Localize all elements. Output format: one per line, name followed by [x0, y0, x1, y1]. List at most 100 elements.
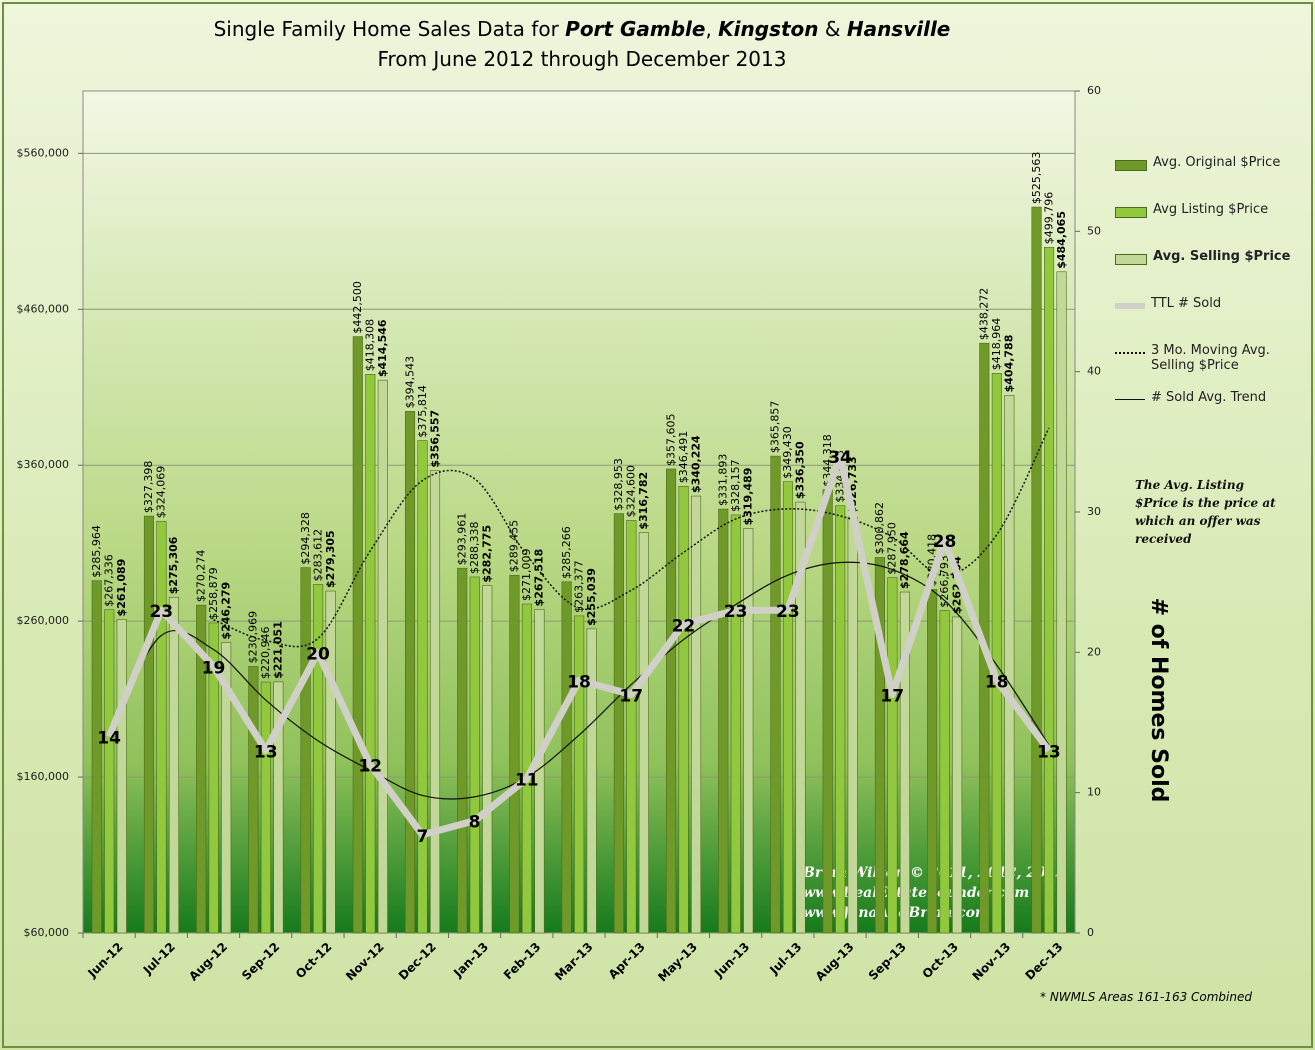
value-label: $279,305	[324, 530, 337, 588]
value-label: $289,455	[508, 520, 521, 573]
value-label: $324,600	[625, 465, 638, 518]
bar	[586, 628, 597, 934]
title-part: Port Gamble	[565, 17, 705, 41]
x-tick-label: Aug-13	[813, 940, 857, 984]
title-part: ,	[705, 17, 718, 41]
y-tick-label: $560,000	[17, 146, 70, 159]
data-label: 22	[672, 616, 696, 636]
value-label: $442,500	[351, 281, 364, 334]
data-label: 17	[619, 686, 643, 706]
value-label: $230,969	[247, 611, 260, 664]
value-label: $258,879	[207, 567, 220, 620]
bar	[260, 681, 271, 934]
value-label: $285,266	[560, 526, 573, 579]
legend-label: TTL # Sold	[1151, 296, 1222, 311]
y-tick-label: $160,000	[17, 770, 70, 783]
value-label: $263,377	[572, 560, 585, 613]
data-label: 14	[97, 729, 121, 749]
data-label: 23	[724, 602, 748, 622]
y2-tick-label: 50	[1087, 224, 1101, 237]
value-label: $499,796	[1042, 192, 1055, 245]
legend-swatch	[1115, 352, 1145, 354]
bar	[691, 495, 702, 934]
title-part: Hansville	[847, 17, 951, 41]
value-label: $418,964	[990, 318, 1003, 370]
y2-tick-label: 60	[1087, 84, 1101, 97]
x-tick-label: Mar-13	[552, 940, 596, 984]
bar	[626, 520, 637, 934]
bar	[666, 468, 677, 934]
legend-label: Avg. Selling $Price	[1153, 249, 1291, 264]
bar	[352, 336, 363, 934]
value-label: $331,893	[717, 454, 730, 507]
x-tick-label: Jul-13	[766, 940, 804, 978]
series-line	[105, 452, 1052, 839]
bar	[574, 615, 585, 934]
legend-label: Avg Listing $Price	[1153, 202, 1269, 217]
bar	[1043, 246, 1055, 934]
data-label: 7	[416, 827, 428, 847]
bar	[221, 642, 232, 934]
value-label: $282,775	[480, 525, 493, 583]
x-tick-label: Jun-12	[85, 940, 126, 981]
y-tick-label: $460,000	[17, 302, 70, 315]
y-tick-label: $60,000	[24, 926, 70, 939]
data-label: 23	[149, 602, 173, 622]
bar	[325, 590, 336, 934]
data-label: 17	[880, 686, 904, 706]
value-label: $328,157	[729, 459, 742, 512]
bar	[1056, 271, 1067, 934]
value-label: $293,961	[455, 513, 468, 566]
title-part: Single Family Home Sales Data for	[214, 17, 566, 41]
value-label: $288,338	[468, 521, 481, 574]
bar	[482, 585, 493, 934]
value-label: $414,546	[376, 319, 389, 377]
legend-swatch	[1115, 254, 1147, 265]
bar	[952, 616, 963, 934]
x-tick-label: Sep-13	[866, 940, 909, 983]
value-label: $319,489	[742, 468, 755, 526]
value-label: $278,664	[898, 531, 911, 589]
bar	[168, 596, 180, 934]
bar	[208, 622, 219, 934]
value-label: $418,308	[364, 319, 377, 372]
bar	[1031, 206, 1042, 934]
data-label: 8	[469, 813, 481, 833]
value-label: $349,430	[781, 426, 794, 479]
value-label: $438,272	[978, 288, 991, 340]
value-label: $275,306	[167, 536, 180, 594]
title-part: &	[819, 17, 847, 41]
y-tick-label: $260,000	[17, 614, 70, 627]
legend-swatch	[1115, 399, 1145, 400]
value-label: $283,612	[311, 529, 324, 582]
x-tick-label: Jan-13	[450, 940, 491, 981]
x-tick-label: Nov-13	[970, 940, 1014, 984]
bar	[730, 514, 741, 934]
data-label: 19	[202, 658, 226, 678]
bar	[847, 516, 858, 934]
bar	[116, 619, 127, 934]
series-line	[213, 427, 1050, 648]
data-label: 28	[933, 532, 957, 552]
x-tick-label: Oct-12	[293, 940, 335, 982]
data-label: 13	[254, 743, 278, 763]
value-label: $255,039	[585, 568, 598, 626]
value-label: $404,788	[1003, 335, 1016, 393]
footnote: * NWMLS Areas 161-163 Combined	[1040, 990, 1252, 1004]
x-tick-label: Aug-12	[186, 940, 230, 984]
data-label: 20	[306, 644, 330, 664]
bar	[899, 591, 910, 934]
bar	[365, 374, 376, 934]
value-label: $328,953	[612, 458, 625, 511]
legend-item: Avg Listing $Price	[1115, 202, 1300, 249]
y2-axis-label: # of Homes Sold	[1146, 598, 1171, 803]
bar	[638, 532, 649, 934]
value-label: $261,089	[115, 559, 128, 617]
bar	[835, 505, 846, 934]
bar	[417, 440, 428, 934]
x-tick-label: Feb-13	[501, 940, 544, 983]
value-label: $270,274	[194, 550, 207, 603]
y2-tick-label: 20	[1087, 645, 1101, 658]
